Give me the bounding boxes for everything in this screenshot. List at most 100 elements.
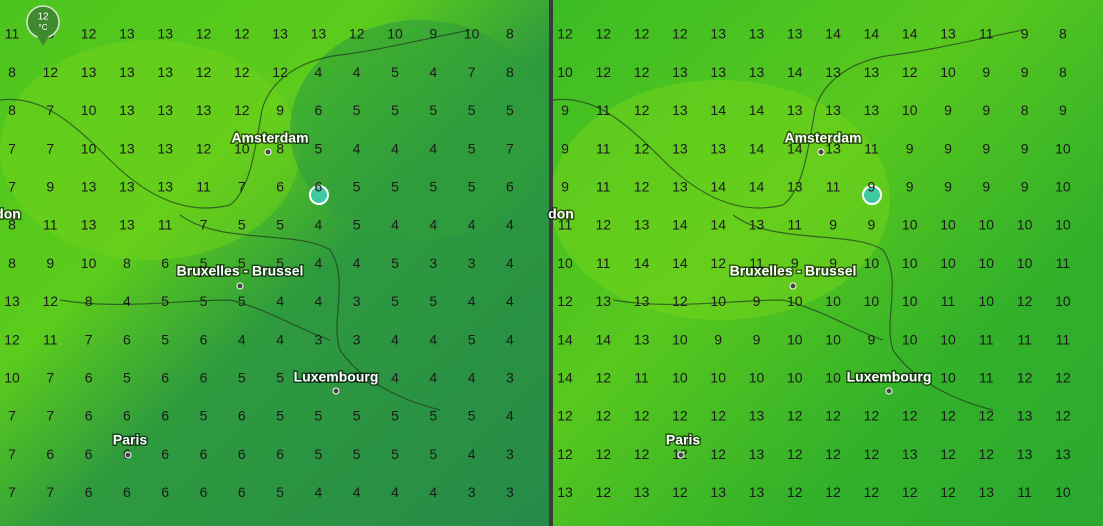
temperature-value: 10: [787, 331, 803, 347]
temperature-value: 5: [429, 102, 437, 118]
temperature-value: 4: [353, 64, 361, 80]
temperature-value: 12: [787, 446, 803, 462]
temperature-value: 6: [123, 484, 131, 500]
temperature-value: 4: [353, 484, 361, 500]
temperature-value: 5: [276, 255, 284, 271]
temperature-value: 7: [200, 217, 208, 233]
city-labels: don Amsterdam Bruxelles - Brussel Luxembour…: [0, 128, 380, 459]
temperature-value: 9: [1059, 102, 1067, 118]
temperature-value: 10: [979, 217, 995, 233]
city-label: Amsterdam: [784, 130, 861, 146]
temperature-value: 11: [826, 179, 841, 195]
temperature-value: 13: [81, 179, 97, 195]
temperature-value: 10: [710, 370, 726, 386]
temperature-value: 11: [1056, 255, 1071, 271]
city-dot: [885, 387, 893, 395]
temperature-value: 9: [1021, 179, 1029, 195]
temperature-value: 9: [944, 179, 952, 195]
temperature-value: 10: [825, 331, 841, 347]
temperature-value: 10: [234, 140, 250, 156]
temperature-value: 12: [634, 64, 650, 80]
temperature-value: 14: [787, 64, 803, 80]
temperature-value: 10: [979, 293, 995, 309]
temperature-value: 10: [81, 255, 97, 271]
temperature-value: 6: [161, 255, 169, 271]
temperature-value: 5: [391, 102, 399, 118]
temperature-value: 5: [506, 102, 514, 118]
temperature-value: 10: [787, 370, 803, 386]
temperature-value: 14: [749, 102, 765, 118]
temperature-value: 13: [787, 26, 803, 42]
temperature-value: 6: [85, 370, 93, 386]
temperature-value: 4: [238, 331, 246, 347]
temperature-value: 9: [1021, 140, 1029, 156]
temperature-value: 3: [353, 370, 361, 386]
temperature-value: 4: [506, 217, 514, 233]
temperature-value: 6: [276, 179, 284, 195]
temperature-value: 3: [506, 446, 514, 462]
city-dot: [332, 387, 340, 395]
temperature-value: 5: [353, 446, 361, 462]
temperature-value: 12: [81, 26, 97, 42]
temperature-value: 3: [506, 370, 514, 386]
temperature-value: 4: [391, 484, 399, 500]
temperature-value: 14: [672, 217, 688, 233]
temperature-value: 9: [982, 140, 990, 156]
temperature-value: 4: [353, 255, 361, 271]
temperature-value: 10: [387, 26, 403, 42]
city-label: Amsterdam: [231, 130, 308, 146]
temperature-value: 13: [672, 179, 688, 195]
temperature-value: 14: [710, 102, 726, 118]
temperature-grid: 12 12 12 12 13 13 13 14 14 14 13 11 9 8 10 12 12 13 13 13 14…: [557, 26, 1071, 500]
temperature-value: 6: [85, 408, 93, 424]
temperature-value: 13: [825, 102, 841, 118]
temperature-value: 5: [353, 408, 361, 424]
city-label: Paris: [666, 432, 700, 448]
temperature-value: 12: [1055, 370, 1071, 386]
temperature-value: 10: [902, 217, 918, 233]
temperature-value: 5: [315, 446, 323, 462]
pin[interactable]: [309, 185, 329, 205]
temperature-value: 12: [672, 293, 688, 309]
temperature-value: 10: [4, 370, 20, 386]
temperature-value: 13: [787, 102, 803, 118]
temperature-marker[interactable]: 12 °C: [26, 5, 60, 46]
temperature-value: 9: [753, 331, 761, 347]
temperature-value: 12: [902, 64, 918, 80]
temperature-value: 3: [506, 484, 514, 500]
temperature-value: 13: [119, 102, 135, 118]
temperature-value: 4: [429, 140, 437, 156]
temperature-value: 7: [46, 140, 54, 156]
temperature-value: 9: [276, 102, 284, 118]
temperature-value: 5: [468, 102, 476, 118]
marker-tip: [37, 36, 49, 46]
temperature-value: 12: [43, 64, 59, 80]
temperature-value: 7: [8, 140, 16, 156]
temperature-value: 5: [353, 217, 361, 233]
temperature-value: 10: [672, 370, 688, 386]
temperature-value: 12: [196, 26, 212, 42]
divider: [549, 0, 553, 526]
temperature-value: 5: [238, 255, 246, 271]
temperature-value: 12: [557, 408, 573, 424]
temperature-value: 4: [276, 331, 284, 347]
temperature-value: 13: [634, 293, 650, 309]
pin[interactable]: [862, 185, 882, 205]
temperature-value: 10: [464, 26, 480, 42]
temperature-value: 4: [429, 64, 437, 80]
temperature-value: 9: [868, 331, 876, 347]
temperature-value: 12: [1017, 370, 1033, 386]
temperature-value: 12: [787, 408, 803, 424]
temperature-value: 14: [634, 255, 650, 271]
temperature-value: 10: [1055, 293, 1071, 309]
temperature-value: 5: [238, 293, 246, 309]
temperature-value: 5: [468, 331, 476, 347]
temperature-value: 9: [791, 255, 799, 271]
temperature-value: 6: [315, 179, 323, 195]
temperature-value: 12: [825, 408, 841, 424]
temperature-value: 6: [161, 408, 169, 424]
temperature-value: 8: [276, 140, 284, 156]
location-pin[interactable]: [309, 185, 882, 205]
temperature-value: 9: [982, 179, 990, 195]
temperature-value: 13: [272, 26, 288, 42]
